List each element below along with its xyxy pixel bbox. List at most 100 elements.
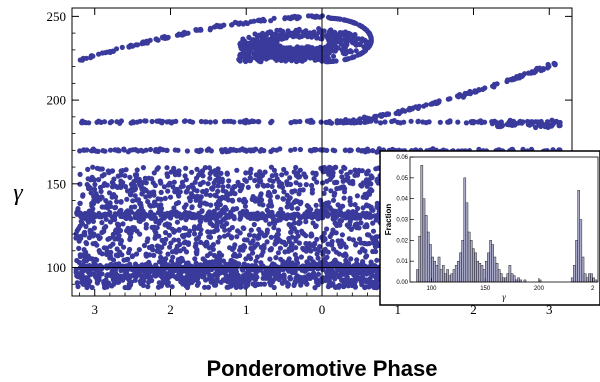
scatter-point [289,234,295,240]
scatter-point [141,242,148,249]
scatter-point [154,243,160,249]
scatter-point [117,120,123,126]
scatter-point [252,277,259,283]
scatter-point [320,180,326,186]
scatter-point [216,250,222,256]
scatter-point [204,201,210,207]
scatter-point [337,206,343,212]
scatter-point [255,34,261,40]
scatter-point [317,14,323,20]
scatter-point [216,175,222,181]
scatter-point [139,268,146,274]
scatter-point [311,272,317,278]
scatter-point [316,211,322,217]
scatter-point [364,232,371,238]
scatter-point [164,221,170,227]
scatter-point [176,227,182,233]
scatter-point [374,257,380,263]
scatter-point [228,279,234,285]
scatter-point [346,236,352,242]
scatter-point [332,148,338,154]
scatter-point [86,235,92,241]
scatter-point [267,46,273,52]
scatter-point [329,174,335,180]
scatter-point [295,212,301,218]
scatter-point [149,118,155,125]
scatter-point [275,274,281,280]
scatter-point [180,268,186,274]
scatter-point [353,48,359,54]
scatter-point [279,184,286,190]
scatter-point [272,241,278,247]
scatter-point [275,44,281,50]
scatter-point [220,188,226,194]
scatter-point [143,222,149,228]
scatter-point [110,48,116,54]
scatter-point [91,197,97,204]
scatter-point [157,178,163,184]
scatter-point [363,203,370,209]
scatter-point [151,214,157,221]
scatter-point [80,193,86,199]
scatter-point [181,240,187,246]
scatter-point [267,212,273,218]
scatter-point [341,241,347,247]
scatter-point [415,119,421,125]
scatter-point [310,170,316,176]
scatter-point [176,265,182,271]
scatter-point [268,263,274,269]
scatter-point [362,248,368,254]
scatter-point [248,55,254,62]
scatter-point [256,226,262,233]
scatter-point [243,178,249,184]
scatter-point [241,118,247,124]
scatter-point [244,270,250,276]
scatter-point [167,244,173,250]
scatter-point [150,180,156,186]
scatter-point [88,177,94,183]
scatter-point [208,221,214,227]
scatter-point [237,252,243,259]
scatter-point [120,264,126,270]
scatter-point [92,181,98,188]
scatter-point [287,274,293,280]
scatter-point [426,119,432,125]
scatter-point [274,270,280,276]
scatter-point [342,29,349,35]
scatter-point [168,263,174,270]
scatter-point [264,239,270,245]
scatter-point [294,16,300,22]
scatter-point [208,273,214,279]
scatter-point [326,200,332,206]
scatter-point [236,279,242,285]
scatter-point [324,178,330,184]
scatter-point [357,41,363,48]
scatter-point [323,50,329,56]
scatter-point [205,210,211,216]
scatter-point [284,204,290,210]
scatter-point [347,212,353,218]
scatter-point [274,147,280,153]
scatter-point [368,187,374,193]
scatter-point [341,45,347,52]
scatter-point [132,277,138,283]
scatter-point [342,147,349,153]
scatter-point [115,253,121,259]
scatter-point [335,267,341,273]
scatter-point [193,277,199,283]
scatter-point [224,170,230,176]
scatter-point [232,277,239,283]
scatter-point [324,147,330,153]
scatter-point [228,268,234,274]
scatter-point [294,58,300,64]
scatter-point [145,236,151,242]
scatter-point [124,266,130,272]
scatter-point [302,28,308,35]
scatter-point [297,146,303,153]
scatter-point [220,258,227,264]
scatter-point [315,271,322,277]
scatter-point [364,171,370,177]
scatter-point [313,147,319,153]
scatter-point [238,53,245,59]
